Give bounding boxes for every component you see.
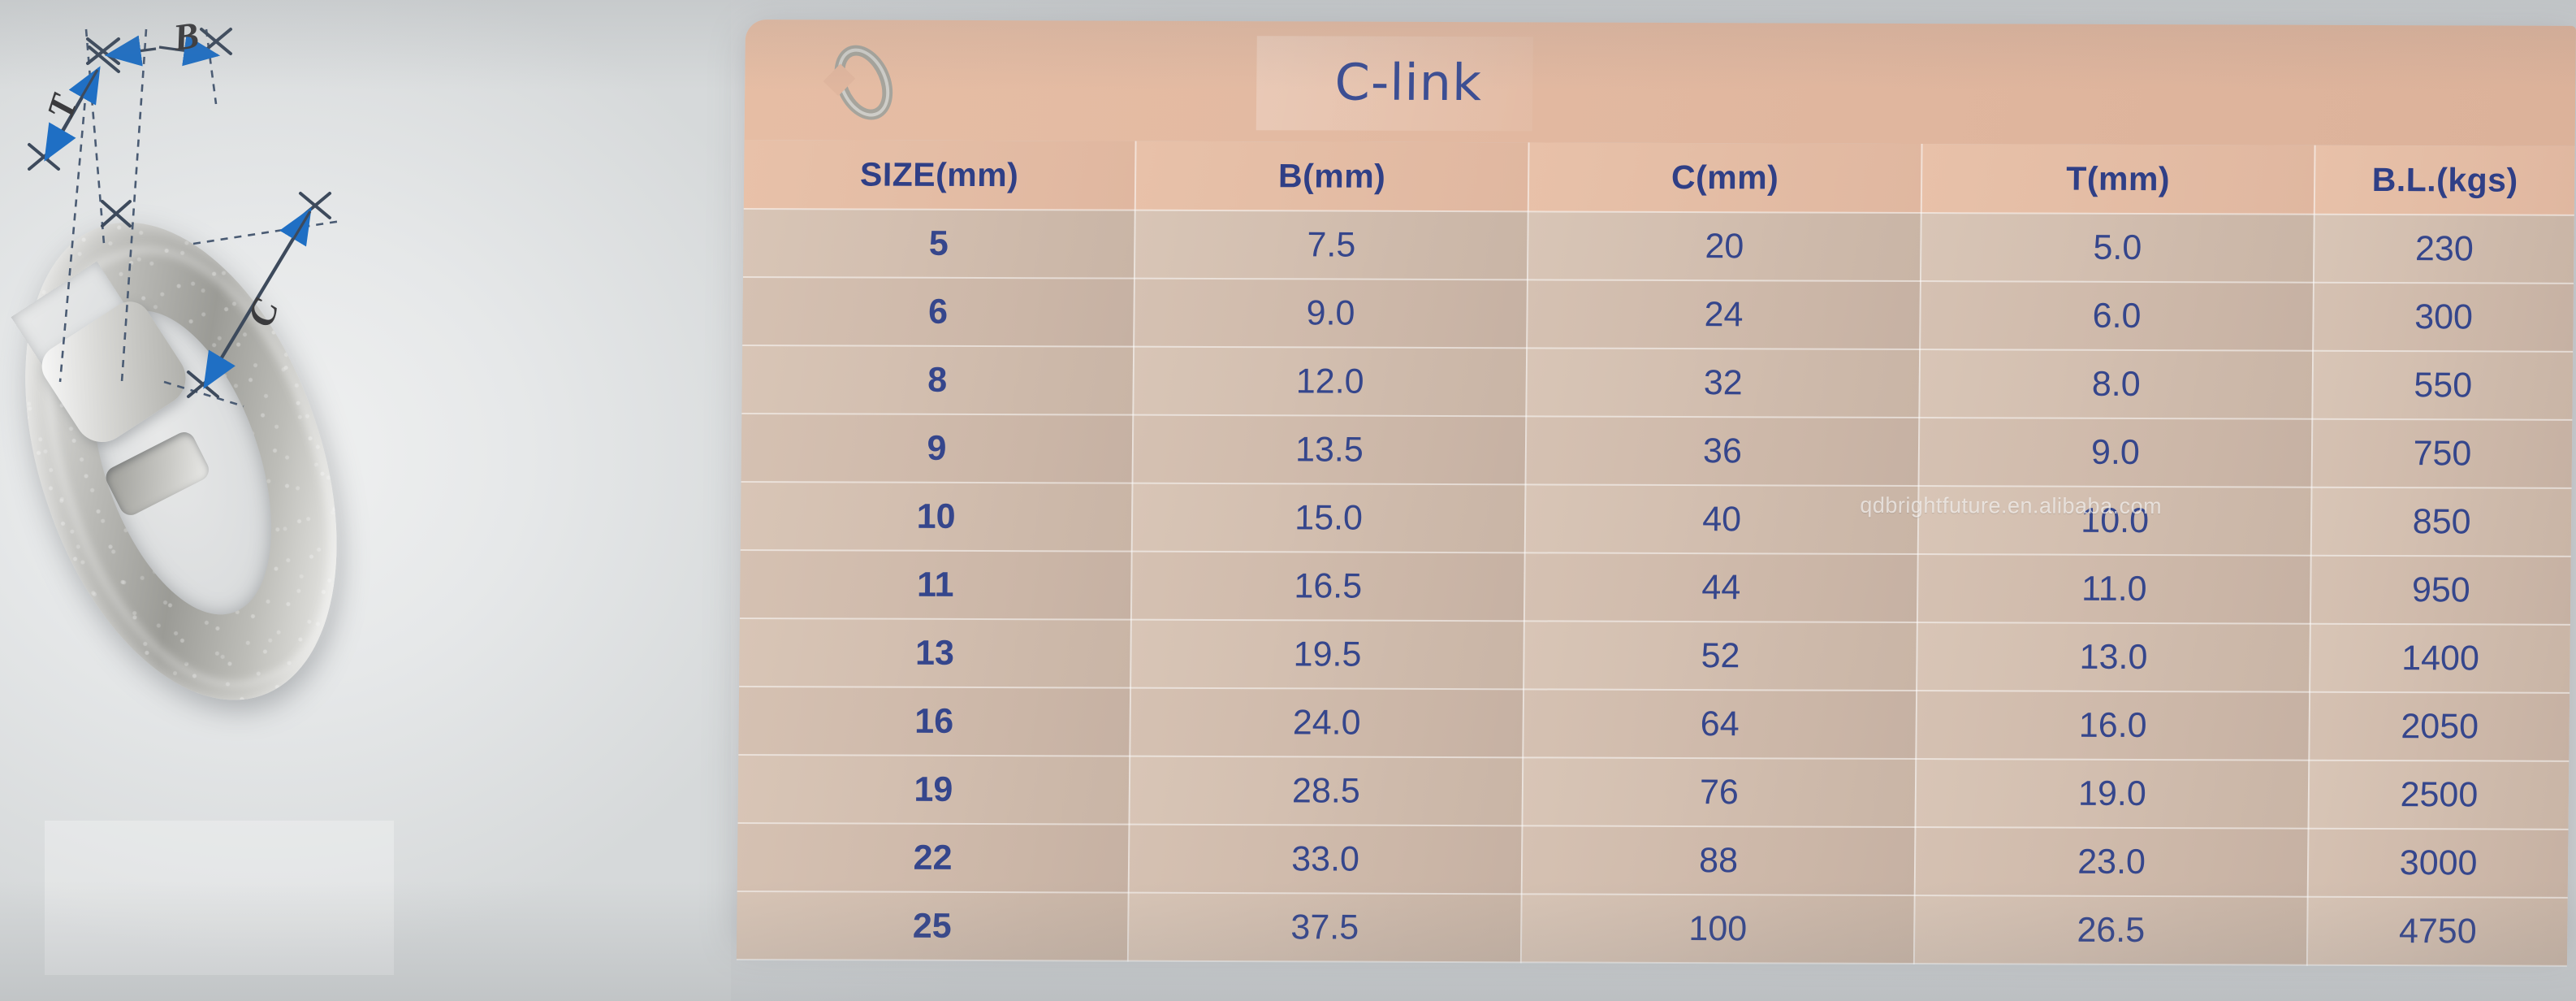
table-cell: 13 <box>739 618 1131 688</box>
table-cell: 19.0 <box>1915 759 2310 829</box>
table-row: 13 19.5 52 13.0 1400 <box>739 618 2570 693</box>
extension-lines <box>58 28 342 408</box>
col-header-t: T(mm) <box>1921 144 2315 214</box>
table-cell: 2500 <box>2308 760 2570 830</box>
table-row: 22 33.0 88 23.0 3000 <box>737 822 2569 898</box>
table-cell: 2050 <box>2309 691 2570 761</box>
photo-light-patch <box>45 821 394 975</box>
table-cell: 7.5 <box>1134 210 1528 280</box>
spec-table-head: SIZE(mm) B(mm) C(mm) T(mm) B.L.(kgs) <box>743 139 2575 215</box>
table-row: 10 15.0 40 10.0 850 <box>740 481 2572 557</box>
table-cell: 25 <box>736 890 1129 961</box>
table-cell: 22 <box>737 822 1130 893</box>
table-cell: 8 <box>741 344 1135 415</box>
table-cell: 6 <box>742 276 1135 347</box>
table-cell: 16.0 <box>1916 691 2310 760</box>
table-cell: 20 <box>1527 211 1921 282</box>
dimension-ticks <box>28 28 331 398</box>
table-cell: 9.0 <box>1918 418 2313 488</box>
table-cell: 850 <box>2310 487 2572 557</box>
dimension-label-b: B <box>171 14 203 58</box>
table-row: 25 37.5 100 26.5 4750 <box>736 890 2568 966</box>
table-row: 11 16.5 44 11.0 950 <box>739 549 2571 625</box>
table-cell: 24 <box>1527 280 1921 350</box>
table-cell: 76 <box>1522 757 1917 828</box>
table-cell: 52 <box>1524 621 1917 691</box>
table-cell: 37.5 <box>1127 892 1522 963</box>
table-cell: 13.5 <box>1132 414 1527 485</box>
col-header-b: B(mm) <box>1135 141 1529 212</box>
table-row: 6 9.0 24 6.0 300 <box>742 276 2574 352</box>
table-row: 8 12.0 32 8.0 550 <box>741 344 2574 420</box>
table-cell: 10 <box>740 481 1133 552</box>
table-cell: 64 <box>1523 689 1917 760</box>
card-title: C-link <box>1334 52 1483 112</box>
table-cell: 28.5 <box>1129 756 1524 826</box>
table-cell: 550 <box>2312 350 2574 420</box>
dimension-callout-overlay <box>28 28 342 408</box>
table-cell: 16 <box>738 686 1131 756</box>
table-cell: 950 <box>2310 555 2571 625</box>
table-row: 5 7.5 20 5.0 230 <box>742 208 2574 284</box>
col-header-c: C(mm) <box>1528 142 1922 214</box>
table-cell: 15.0 <box>1131 483 1526 553</box>
table-cell: 4750 <box>2306 896 2568 966</box>
table-row: 16 24.0 64 16.0 2050 <box>738 686 2570 761</box>
table-cell: 750 <box>2311 418 2573 488</box>
table-cell: 32 <box>1526 348 1921 418</box>
table-cell: 6.0 <box>1920 281 2314 351</box>
spec-table: SIZE(mm) B(mm) C(mm) T(mm) B.L.(kgs) 5 7.… <box>736 139 2575 967</box>
table-cell: 19.5 <box>1130 619 1524 690</box>
table-cell: 33.0 <box>1128 824 1523 895</box>
table-cell: 88 <box>1521 826 1916 896</box>
table-cell: 8.0 <box>1919 349 2314 419</box>
table-cell: 13.0 <box>1917 622 2310 692</box>
table-cell: 100 <box>1520 894 1915 964</box>
table-cell: 300 <box>2313 282 2574 352</box>
dimension-arrows <box>44 35 312 389</box>
table-cell: 11.0 <box>1917 554 2311 624</box>
table-row: 9 13.5 36 9.0 750 <box>741 413 2573 488</box>
card-title-band: C-link <box>744 20 2576 146</box>
table-cell: 36 <box>1525 416 1920 487</box>
table-cell: 3000 <box>2307 828 2569 898</box>
table-cell: 12.0 <box>1133 346 1528 417</box>
table-row: 19 28.5 76 19.0 2500 <box>737 754 2570 830</box>
table-cell: 16.5 <box>1130 551 1525 622</box>
col-header-size: SIZE(mm) <box>743 139 1136 210</box>
table-cell: 24.0 <box>1130 687 1524 758</box>
table-cell: 11 <box>739 549 1132 620</box>
table-cell: 44 <box>1524 552 1918 623</box>
table-cell: 5.0 <box>1920 213 2315 283</box>
table-cell: 10.0 <box>1917 486 2312 556</box>
table-cell: 40 <box>1524 484 1919 555</box>
table-cell: 1400 <box>2310 623 2570 693</box>
spec-table-body: 5 7.5 20 5.0 230 6 9.0 24 6.0 300 8 12.0 32 8.0 550 9 13… <box>736 208 2574 966</box>
table-cell: 230 <box>2313 214 2574 284</box>
col-header-bl: B.L.(kgs) <box>2314 145 2575 215</box>
table-cell: 23.0 <box>1914 827 2309 897</box>
table-cell: 26.5 <box>1913 895 2308 965</box>
table-cell: 19 <box>737 754 1130 825</box>
table-cell: 9.0 <box>1134 278 1528 349</box>
product-photo-panel: B T C <box>0 0 731 1001</box>
spec-header-row: SIZE(mm) B(mm) C(mm) T(mm) B.L.(kgs) <box>743 139 2575 215</box>
table-cell: 9 <box>741 413 1134 483</box>
table-cell: 5 <box>742 208 1135 279</box>
spec-card: C-link SIZE(mm) B(mm) C(mm) T(mm) B.L.(k… <box>736 20 2576 968</box>
